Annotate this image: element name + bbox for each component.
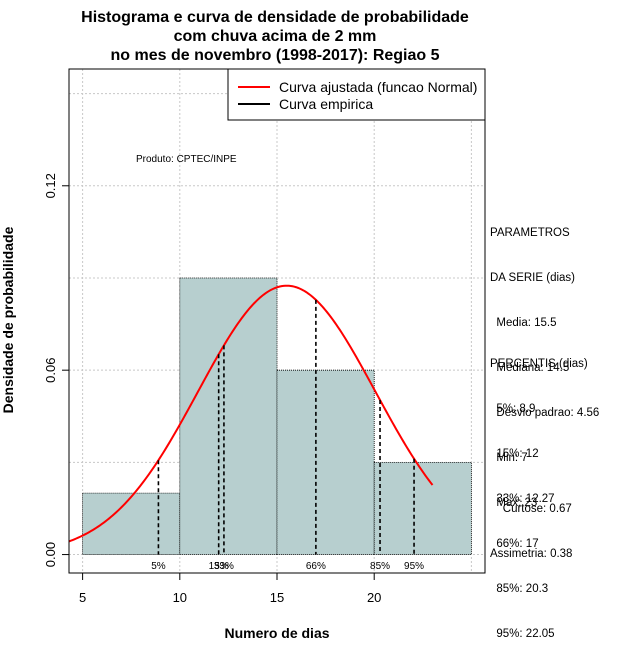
y-tick-label: 0.06 [43,358,58,383]
percentile-label: 15% [209,561,229,572]
legend-label: Curva ajustada (funcao Normal) [279,79,477,95]
parametros-line: Media: 15.5 [490,317,557,329]
percentis-line: 95%: 22.05 [490,628,555,640]
chart-title-line: no mes de novembro (1998-2017): Regiao 5 [111,47,440,64]
x-tick-label: 20 [367,590,381,605]
assimetria-line: Assimetria: 0.38 [490,548,573,560]
percentis-line: 66%: 17 [490,538,539,550]
percentile-label: 66% [306,561,326,572]
y-axis-title: Densidade de probabilidade [0,226,16,413]
percentis-line: 85%: 20.3 [490,583,549,595]
legend-box [227,68,486,121]
product-annotation: Produto: CPTEC/INPE [136,154,237,165]
histogram-bar [82,492,181,555]
percentile-label: 95% [404,561,424,572]
shape-statistics-panel: Curtose: 0.67 Assimetria: 0.38 [490,472,572,577]
fitted-normal-curve [68,284,434,543]
parametros-line: Max: 23 [490,497,538,509]
x-axis-title: Numero de dias [224,625,329,641]
percentis-line: 5%: 8.9 [490,403,536,415]
histogram-bar [373,461,472,555]
x-tick-label: 5 [79,590,86,605]
percentis-line: 15%: 12 [490,448,539,460]
parametros-line: Desvio padrao: 4.56 [490,407,600,419]
chart-title-line: com chuva acima de 2 mm [174,28,377,45]
histogram-bar [276,369,375,555]
parametros-line: Mediana: 14.5 [490,362,570,374]
percentiles-panel: PERCENTIS (dias) 5%: 8.9 15%: 12 33%: 12… [490,327,588,657]
curtose-line: Curtose: 0.67 [490,503,572,515]
percentile-label: 33% [214,561,234,572]
parametros-line: DA SERIE (dias) [490,272,575,284]
percentile-label: 5% [151,561,166,572]
series-parameters-panel: PARAMETROS DA SERIE (dias) Media: 15.5 M… [490,196,599,526]
legend-label: Curva empirica [279,96,373,112]
y-tick-label: 0.00 [43,542,58,567]
percentis-line: PERCENTIS (dias) [490,358,588,370]
x-tick-label: 15 [270,590,284,605]
percentis-line: 33%: 12.27 [490,493,555,505]
parametros-line: PARAMETROS [490,227,570,239]
parametros-line: Min: 7 [490,452,528,464]
x-tick-label: 10 [173,590,187,605]
percentile-label: 85% [370,561,390,572]
y-tick-label: 0.12 [43,173,58,198]
chart-title-line: Histograma e curva de densidade de proba… [81,9,469,26]
histogram-bar [179,277,278,555]
